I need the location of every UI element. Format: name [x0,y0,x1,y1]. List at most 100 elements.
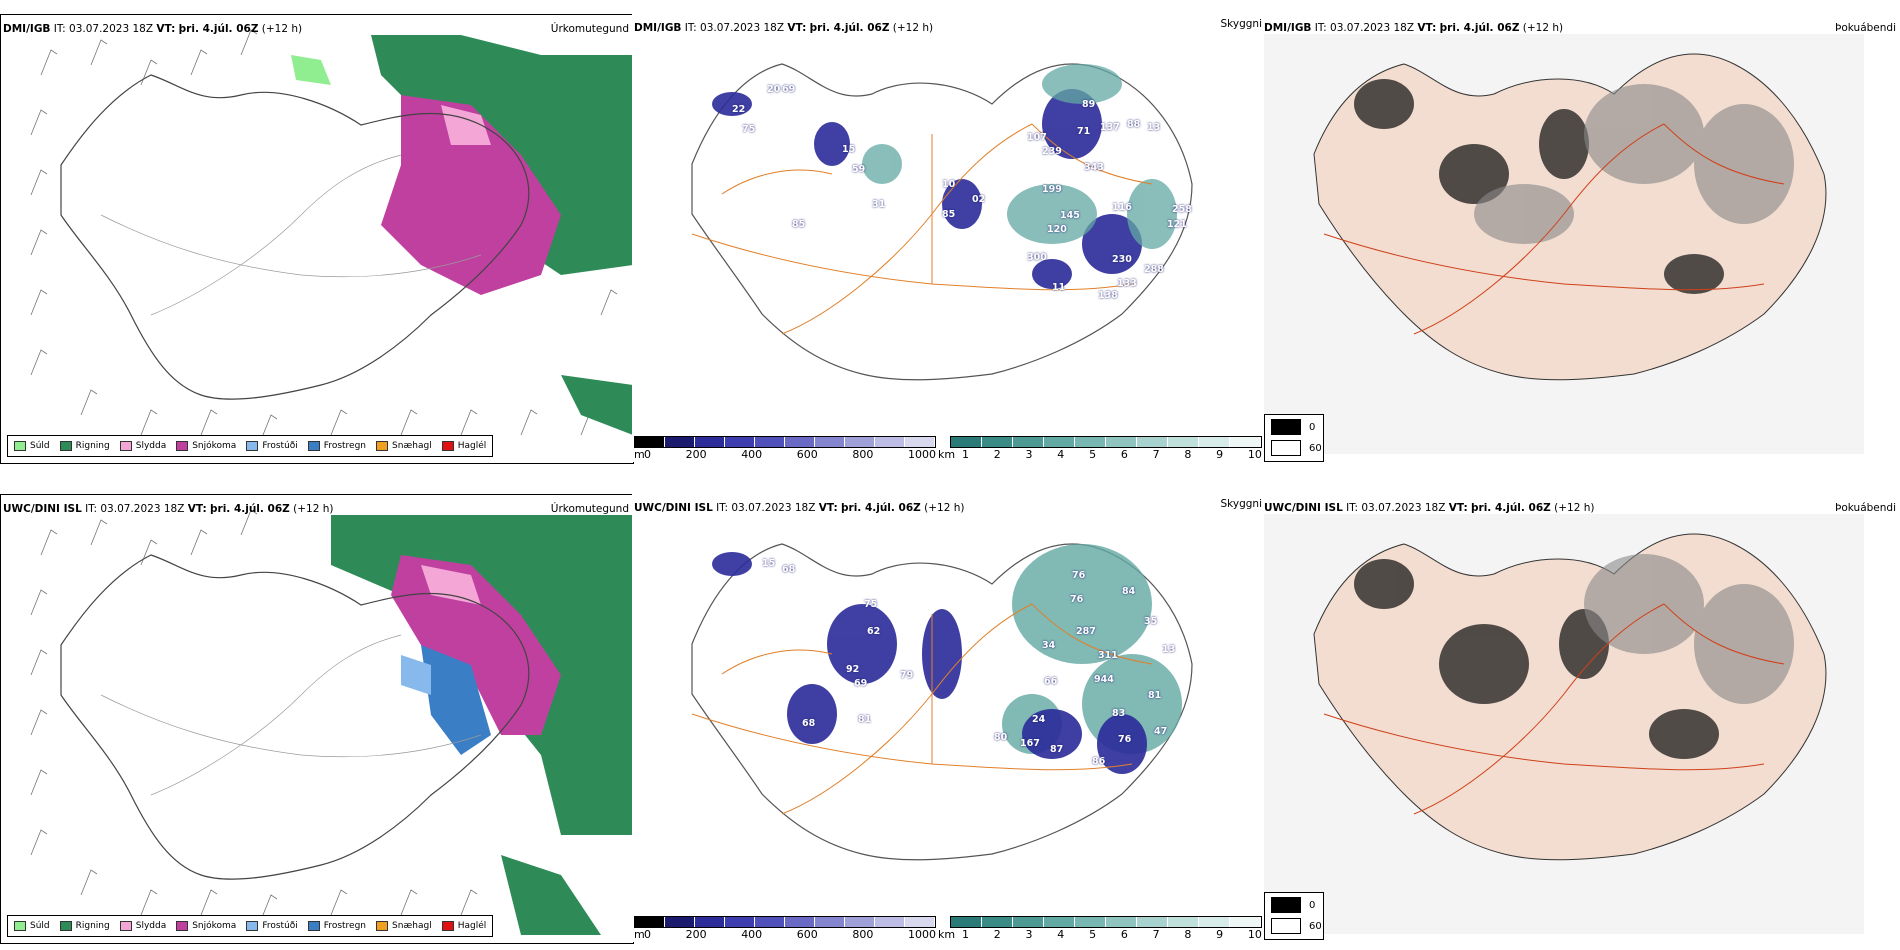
fog-legend-high: 60 [1271,918,1322,934]
visibility-color-step [1137,437,1168,447]
visibility-color-step [1044,437,1075,447]
header-bottom-fog: UWC/DINI ISL IT: 03.07.2023 18Z VT: þri.… [1264,502,1595,514]
visibility-panel-top: DMI/IGB IT: 03.07.2023 18Z VT: þri. 4.jú… [632,14,1264,462]
legend-item-snow: Snjókoma [176,441,236,451]
cloud-base-color-step [755,437,785,447]
cloud-base-label: 62 [867,626,881,637]
cloud-base-label: 944 [1094,674,1114,685]
cloud-base-label: 10 [942,179,956,190]
cloud-base-label: 311 [1098,650,1118,661]
cloud-base-ticks-top: 0 200 400 600 800 1000 [644,448,936,461]
precip-legend-bottom: Súld Rigning Slydda Snjókoma Frostúði Fr… [7,915,494,937]
cloud-base-ticks-bottom: 0 200 400 600 800 1000 [644,928,936,941]
fog-swatch-low [1271,897,1301,913]
wind-barbs [30,509,478,921]
cloud-base-areas-bottom [712,552,1147,774]
fog-grey-areas-top [1474,84,1794,244]
visibility-title-top: Skyggni [1220,18,1263,30]
cloud-base-unit: m [634,928,645,941]
fog-panel-top: DMI/IGB IT: 03.07.2023 18Z VT: þri. 4.jú… [1264,14,1900,462]
cloud-base-color-step [845,917,875,927]
fog-grey-areas-bottom [1584,554,1794,704]
fog-map-top [1264,34,1864,454]
legend-item-hail: Haglél [441,441,486,451]
roads-top-2 [691,123,1153,335]
freezing-drizzle-area [401,655,431,695]
cloud-base-label: 68 [802,718,816,729]
visibility-title-bottom: Skyggni [1220,498,1263,510]
visibility-color-step [1044,917,1075,927]
legend-item-sleet: Slydda [119,921,166,931]
cloud-base-color-step [875,437,905,447]
fog-swatch-high [1271,440,1301,456]
visibility-ticks-bottom: 1 2 3 4 5 6 7 8 9 10 [962,928,1262,941]
cloud-base-label: 79 [900,670,914,681]
visibility-color-step [1106,437,1137,447]
fog-swatch-high [1271,918,1301,934]
cloud-base-color-step [665,917,695,927]
cloud-base-color-step [905,437,935,447]
legend-swatch [119,921,132,931]
legend-swatch [119,441,132,451]
visibility-color-step [1168,917,1199,927]
cloud-base-label: 89 [1082,99,1096,110]
fog-panel-bottom: UWC/DINI ISL IT: 03.07.2023 18Z VT: þri.… [1264,494,1900,942]
cloud-base-label: 75 [864,599,878,610]
visibility-ticks-top: 1 2 3 4 5 6 7 8 9 10 [962,448,1262,461]
fog-legend-low: 0 [1271,419,1315,435]
cloud-base-color-step [815,437,845,447]
cloud-base-label: 343 [1084,162,1104,173]
roads-bottom-1 [100,634,482,796]
visibility-color-step [1199,437,1230,447]
cloud-base-label: 13 [1162,644,1176,655]
legend-swatch [59,441,72,451]
cloud-base-label: 167 [1020,738,1040,749]
precip-map-top [30,29,633,441]
cloud-base-color-step [635,917,665,927]
visibility-colorbar-bottom [950,916,1262,928]
cloud-base-label: 15 [842,144,856,155]
cloud-base-label: 83 [1112,708,1126,719]
roads-bottom-3 [1323,603,1785,815]
cloud-base-colorbar-top [634,436,936,448]
fog-map-bottom [1264,514,1864,934]
cloud-base-label: 120 [1047,224,1067,235]
visibility-color-step [982,437,1013,447]
cloud-base-label: 13 [1147,122,1161,133]
visibility-map-top [691,63,1193,381]
cloud-base-label: 69 [782,84,796,95]
cloud-base-label: 85 [792,219,806,230]
legend-item-rain: Rigning [59,921,110,931]
precip-legend-top: Súld Rigning Slydda Snjókoma Frostúði Fr… [7,435,494,457]
cloud-base-color-step [725,917,755,927]
visibility-map-bottom [691,543,1193,861]
roads-top-3 [1323,123,1785,335]
cloud-base-label: 69 [854,678,868,689]
precip-type-panel-top: DMI/IGB IT: 03.07.2023 18Z VT: þri. 4.jú… [0,14,634,464]
cloud-base-label: 75 [742,124,756,135]
visibility-color-step [1137,917,1168,927]
legend-swatch [246,441,259,451]
legend-swatch [59,921,72,931]
legend-swatch [246,921,259,931]
legend-swatch [14,441,26,451]
visibility-unit: km [938,448,956,461]
cloud-base-label: 87 [1050,744,1064,755]
fog-legend-top: 0 60 [1264,414,1324,462]
cloud-base-label: 116 [1112,202,1132,213]
freezing-rain-area [421,645,491,755]
snow-area [381,95,561,295]
legend-item-freezing-drizzle: Frostúði [246,921,298,931]
header-top-precip: DMI/IGB IT: 03.07.2023 18Z VT: þri. 4.jú… [3,23,303,35]
legend-item-snow-pellets: Snæhagl [376,441,432,451]
cloud-base-color-step [785,437,815,447]
visibility-color-step [1075,917,1106,927]
precip-map-bottom [30,509,633,935]
visibility-color-step [1013,437,1044,447]
visibility-areas-bottom [1002,544,1182,754]
fog-title-top: Þokuábendi [1835,22,1896,34]
legend-item-hail: Haglél [441,921,486,931]
cloud-base-color-step [785,917,815,927]
cloud-base-label: 85 [942,209,956,220]
cloud-base-label: 35 [1144,616,1158,627]
